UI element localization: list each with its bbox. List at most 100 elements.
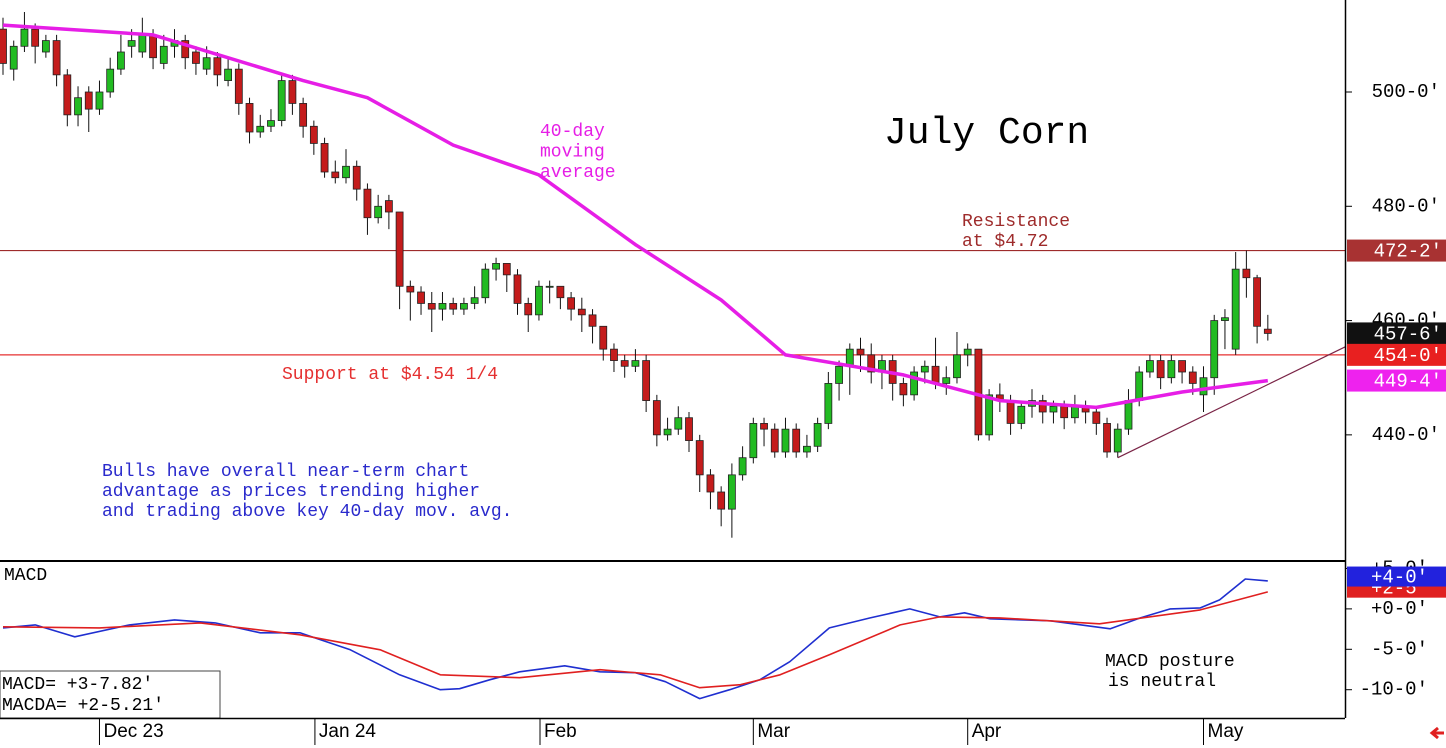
candle-body [974,348,983,436]
candle-body [1199,377,1208,396]
candle-body [770,428,779,453]
candle-body [106,68,115,93]
level-annotation: Resistance [962,212,1070,232]
price-marker [1347,369,1446,392]
price-marker [1347,322,1446,345]
moving-average [2,23,1269,410]
candle-body [149,34,157,59]
candle-body [384,200,393,213]
candle-body [95,91,104,110]
candle-body [460,303,468,310]
candle-body [20,28,29,47]
candle-body [84,91,93,110]
candle-body [1146,360,1154,373]
candle-body [695,440,704,476]
candle-body [685,417,693,441]
candle-body [1156,360,1165,379]
candle-body [320,143,329,173]
chart-title: July Corn [884,112,1089,155]
candle-body [406,285,415,293]
candle-body [856,348,865,356]
macd-commentary: is neutral [1108,672,1216,692]
candle-body [985,394,994,436]
candle-body [363,188,372,219]
candle-body [738,457,747,476]
candle-body [352,165,361,190]
level-annotation: at $4.72 [962,232,1048,252]
candle-body [899,383,908,396]
candle-body [438,303,447,310]
price-marker-label: 457-6' [1374,323,1442,345]
macd-commentary: MACD posture [1105,652,1235,672]
candle-body [449,303,458,310]
candle-body [652,400,661,436]
candle-body [138,34,147,53]
candle-body [781,428,790,453]
commentary: Bulls have overall near-term chart [102,462,469,482]
candle-body [931,365,940,384]
candle-body [717,491,726,510]
candle-body [910,371,919,396]
scroll-arrow[interactable] [1429,726,1444,740]
candle-body [727,474,736,510]
candle-body [674,417,683,430]
candle-body [213,57,222,76]
candle-body [1210,320,1219,379]
candle-body [31,28,40,47]
macd-line [2,578,1268,700]
candle-body [1049,405,1058,413]
candle-body [1242,268,1251,279]
candle-body [610,348,618,361]
x-tick-label: Dec 23 [103,721,163,742]
candle-body [1017,405,1026,424]
candle-body [963,348,972,356]
candle-body [256,125,265,133]
overlay: 500-0'480-0'460-0'440-0'Dec 23 Jan 24 Feb M… [0,81,1446,745]
candle-body [567,297,575,310]
candle-body [1124,400,1133,430]
macd-panel [2,578,1269,700]
candle-body [1006,400,1015,424]
candle-body [663,428,672,436]
candle-body [620,360,629,367]
price-marker-label: 454-0' [1374,345,1442,367]
y-tick-label: 480-0' [1372,195,1440,217]
candle-body [1221,317,1229,321]
candle-body [749,423,758,459]
candle-body [63,74,72,116]
candle-body [395,211,404,287]
candle-body [824,383,833,424]
candle-body [1060,405,1069,419]
commentary: advantage as prices trending higher [102,482,480,502]
candle-body [577,308,586,316]
candle-body [792,428,801,453]
price-marker [1347,239,1446,262]
candle-body [942,377,951,384]
candle-body [1231,268,1240,350]
x-tick-label: May [1208,721,1244,742]
candle-body [1038,400,1047,413]
candle-body [642,360,651,401]
x-tick-label: Jan 24 [319,721,376,742]
candle-body [535,285,543,316]
candle-body [588,314,597,327]
candle-body [52,40,61,76]
candle-body [1113,428,1122,453]
candle-body [0,28,7,64]
candle-body [803,445,811,453]
candle-body [492,263,500,270]
candle-body [706,474,715,493]
candle-body [245,103,254,133]
candle-body [502,263,511,276]
candle-body [953,354,961,379]
y-tick-label: 440-0' [1372,424,1440,446]
candle-body [760,423,768,430]
candle-body [277,80,286,121]
readout-text: MACDA= +2-5.21' [2,696,164,716]
candle-body [599,325,608,350]
level-annotation: Support at $4.54 1/4 [282,365,498,385]
ma-annotation: 40-day [540,122,605,142]
candle-body [74,97,82,116]
candle-body [9,45,18,70]
